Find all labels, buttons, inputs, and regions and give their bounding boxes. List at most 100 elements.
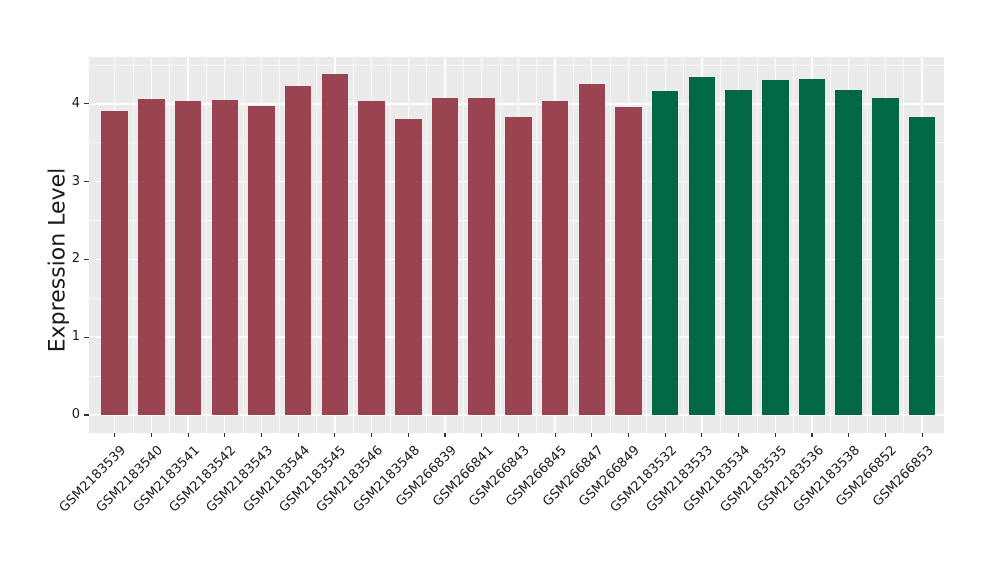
bar	[248, 106, 275, 415]
x-tick-mark	[627, 433, 630, 437]
bar	[211, 99, 239, 415]
x-axis-tick-label-text: GSM266845	[503, 443, 570, 510]
x-tick-mark	[664, 433, 666, 437]
gridline-minor-vertical	[352, 57, 354, 433]
gridline-minor-vertical	[866, 57, 868, 433]
x-tick-mark	[701, 433, 703, 437]
x-axis-tick-label: GSM2183538	[633, 439, 863, 515]
x-axis-tick-label-text: GSM2183542	[166, 443, 240, 516]
bar	[431, 98, 459, 415]
x-axis-tick-label: GSM266841	[266, 439, 497, 510]
y-axis-tick-label: 2	[71, 251, 80, 267]
x-axis-tick-label: GSM2183536	[596, 439, 826, 515]
y-axis-tick-label: 1	[71, 329, 80, 345]
x-axis-tick-label: GSM2183535	[559, 439, 789, 515]
x-axis-tick-label-text: GSM2183539	[56, 443, 130, 516]
bar	[174, 100, 202, 415]
gridline-minor-vertical	[756, 57, 758, 433]
gridline-minor-vertical	[829, 57, 831, 433]
x-axis-tick-label: GSM2183532	[449, 439, 679, 515]
x-axis-tick-label: GSM2183546	[156, 439, 386, 515]
bar	[505, 117, 532, 415]
x-axis-tick-label: GSM266843	[302, 439, 533, 510]
x-axis-tick-label-text: GSM266853	[870, 443, 937, 510]
y-tick-mark	[84, 258, 89, 260]
x-axis-tick-label-text: GSM2183533	[644, 443, 717, 516]
x-tick-mark	[848, 433, 850, 437]
bar	[358, 100, 385, 415]
x-tick-mark	[481, 433, 483, 437]
x-axis-tick-label: GSM266839	[229, 439, 460, 510]
gridline-minor-vertical	[903, 57, 905, 433]
gridline-minor-vertical	[719, 57, 721, 433]
x-axis-tick-label-text: GSM2183538	[790, 443, 864, 516]
x-axis-tick-label: GSM266847	[376, 439, 607, 510]
x-axis-tick-label: GSM266852	[669, 439, 900, 510]
bar	[101, 110, 128, 415]
gridline-minor-vertical	[536, 57, 538, 433]
x-tick-mark	[444, 433, 446, 437]
x-axis-tick-label: GSM2183545	[119, 439, 349, 515]
gridline-minor-horizontal	[89, 64, 944, 66]
x-axis-tick-label-text: GSM266847	[539, 443, 607, 510]
bar	[762, 79, 789, 415]
bar	[468, 98, 495, 415]
x-tick-mark	[517, 433, 519, 437]
bar	[321, 74, 349, 415]
x-axis-tick-label-text: GSM266849	[576, 443, 644, 510]
gridline-minor-vertical	[169, 57, 171, 433]
x-axis-tick-label: GSM2183542	[9, 439, 239, 515]
gridline-minor-vertical	[206, 57, 207, 433]
bar	[688, 77, 716, 415]
x-axis-tick-label: GSM266853	[706, 439, 937, 510]
bar	[395, 119, 422, 415]
bar	[835, 89, 862, 415]
x-tick-mark	[187, 433, 189, 437]
x-axis-tick-label: GSM2183540	[0, 439, 166, 515]
x-tick-mark	[114, 433, 116, 437]
y-tick-mark	[84, 336, 89, 338]
x-axis-tick-label-text: GSM266843	[466, 443, 533, 510]
x-axis-tick-label-text: GSM2183540	[93, 443, 167, 516]
gridline-minor-vertical	[573, 57, 574, 433]
x-axis-tick-label: GSM266845	[339, 439, 570, 510]
bar	[872, 98, 899, 415]
gridline-minor-vertical	[426, 57, 428, 433]
bar	[651, 91, 679, 415]
x-tick-mark	[591, 433, 593, 437]
gridline-minor-vertical	[279, 57, 281, 433]
bar	[908, 117, 936, 415]
bar	[798, 78, 826, 415]
x-axis-tick-label-text: GSM2183541	[130, 443, 203, 516]
gridline-major-horizontal	[89, 414, 944, 416]
x-axis-tick-label-text: GSM266841	[429, 443, 497, 510]
gridline-major-horizontal	[89, 103, 944, 105]
gridline-minor-vertical	[132, 57, 134, 433]
x-axis-tick-label-text: GSM2183545	[277, 443, 350, 516]
x-axis-tick-label-text: GSM2183535	[717, 443, 790, 516]
x-axis-tick-label-text: GSM2183548	[350, 443, 423, 516]
plot-panel	[89, 57, 944, 433]
x-axis-tick-label: GSM2183533	[486, 439, 716, 515]
x-tick-mark	[260, 433, 263, 437]
x-tick-mark	[407, 433, 409, 437]
y-axis-tick-label: 0	[71, 407, 80, 422]
gridline-minor-vertical	[609, 57, 611, 433]
x-axis-tick-label: GSM2183543	[46, 439, 276, 515]
gridline-minor-vertical	[499, 57, 501, 433]
x-tick-mark	[150, 433, 152, 437]
bar	[615, 106, 642, 415]
y-tick-mark	[84, 181, 89, 183]
y-axis-tick-label: 3	[71, 173, 80, 189]
x-axis-tick-label: GSM266849	[413, 439, 644, 510]
bar	[541, 100, 569, 415]
gridline-minor-vertical	[646, 57, 648, 433]
x-axis-tick-label: GSM2183539	[0, 439, 129, 515]
x-axis-tick-label: GSM2183548	[192, 439, 422, 515]
x-tick-mark	[297, 433, 299, 437]
y-tick-mark	[84, 103, 89, 105]
x-axis-tick-label-text: GSM2183536	[754, 443, 827, 516]
gridline-minor-vertical	[683, 57, 684, 433]
bar	[284, 85, 312, 415]
